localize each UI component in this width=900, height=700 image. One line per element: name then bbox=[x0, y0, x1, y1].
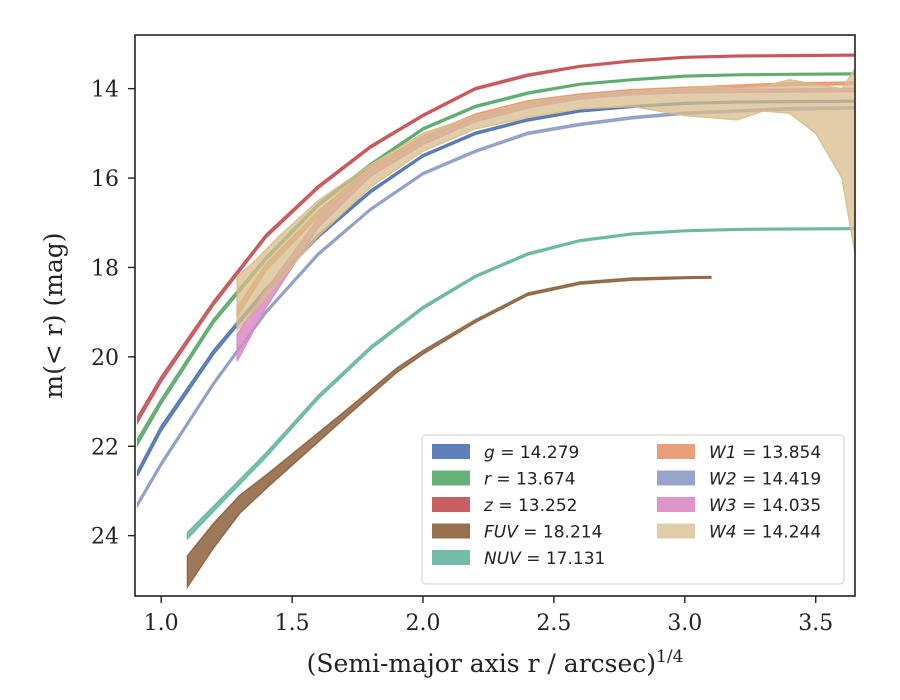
legend-label-z: z = 13.252 bbox=[483, 496, 577, 516]
legend-label-w1: W1 = 13.854 bbox=[709, 443, 821, 463]
series-band-z bbox=[136, 53, 855, 426]
x-tick-label: 3.0 bbox=[667, 611, 702, 636]
series-band-nuv bbox=[186, 226, 855, 541]
y-tick-label: 18 bbox=[91, 256, 119, 281]
legend-swatch-g bbox=[432, 444, 470, 459]
legend-label-w4: W4 = 14.244 bbox=[709, 523, 821, 543]
legend-swatch-nuv bbox=[432, 550, 470, 565]
y-tick-label: 16 bbox=[91, 167, 119, 192]
y-tick-label: 14 bbox=[91, 78, 119, 103]
legend-label-w2: W2 = 14.419 bbox=[709, 470, 821, 490]
x-axis-label-exponent: 1/4 bbox=[656, 647, 683, 667]
legend-swatch-w3 bbox=[657, 497, 695, 512]
x-tick-label: 1.5 bbox=[275, 611, 310, 636]
legend: g = 14.279 r = 13.674 z = 13.252 FUV = 18.2… bbox=[421, 434, 845, 585]
y-axis-label: m(< r) (mag) bbox=[39, 232, 68, 398]
legend-label-nuv: NUV = 17.131 bbox=[484, 549, 605, 569]
series-band-g bbox=[136, 99, 855, 477]
y-tick-label: 20 bbox=[91, 346, 119, 371]
legend-label-w3: W3 = 14.035 bbox=[709, 496, 821, 516]
legend-swatch-z bbox=[432, 497, 470, 512]
legend-label-g: g = 14.279 bbox=[484, 443, 579, 463]
y-tick-label: 24 bbox=[91, 525, 119, 550]
plot-frame bbox=[134, 34, 856, 597]
series-band-w4 bbox=[236, 67, 855, 332]
x-tick-label: 2.0 bbox=[406, 611, 441, 636]
legend-swatch-w2 bbox=[657, 470, 695, 486]
x-axis-label: (Semi-major axis r / arcsec)1/4 bbox=[307, 647, 684, 678]
x-axis: 1.0 1.5 2.0 2.5 3.0 3.5 bbox=[144, 596, 833, 636]
y-tick-label: 22 bbox=[91, 435, 119, 460]
legend-swatch-w4 bbox=[657, 523, 695, 539]
x-tick-label: 2.5 bbox=[536, 611, 571, 636]
legend-label-r: r = 13.674 bbox=[484, 470, 576, 490]
legend-box bbox=[421, 434, 845, 585]
legend-swatch-w1 bbox=[657, 444, 695, 459]
legend-label-fuv: FUV = 18.214 bbox=[484, 523, 602, 543]
x-axis-label-text: (Semi-major axis r / arcsec) bbox=[307, 649, 656, 678]
y-axis: 14 16 18 20 22 24 bbox=[91, 78, 135, 550]
legend-swatch-fuv bbox=[432, 523, 470, 539]
series-band-fuv bbox=[186, 275, 712, 590]
series-layer bbox=[136, 53, 855, 590]
series-band-w2 bbox=[136, 105, 855, 509]
x-tick-label: 3.5 bbox=[798, 611, 833, 636]
x-tick-label: 1.0 bbox=[144, 611, 179, 636]
legend-swatch-r bbox=[432, 470, 470, 486]
